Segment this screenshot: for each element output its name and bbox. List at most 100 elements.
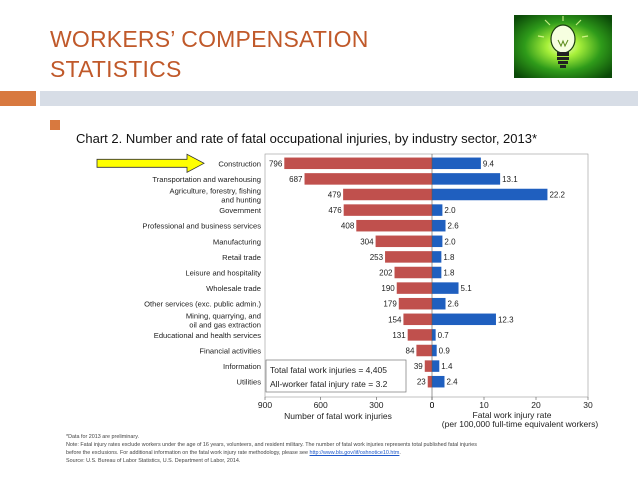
slide-title-line-1: WORKERS’ COMPENSATION [50,26,369,52]
rate-label: 2.0 [444,237,456,246]
count-bar [375,235,432,248]
category-label: Information [223,362,261,371]
rate-bar [432,266,442,279]
category-label: Agriculture, forestry, fishing [170,187,261,196]
rate-label: 1.8 [443,253,455,262]
count-bar [356,219,432,232]
rate-label: 0.7 [438,331,450,340]
footnote-note: Note: Fatal injury rates exclude workers… [66,442,477,448]
category-label: Other services (exc. public admin.) [144,300,261,309]
category-label: Government [219,206,262,215]
category-label-line-2: oil and gas extraction [189,320,261,329]
title-band [40,91,638,106]
left-axis-tick-label: 600 [314,400,328,410]
rate-label: 9.4 [483,159,495,168]
category-label: Professional and business services [142,222,261,231]
count-bar [343,204,432,216]
count-label: 304 [360,237,374,246]
count-label: 479 [328,191,342,200]
count-bar [284,157,432,170]
rate-bar [432,375,445,388]
category-label: Utilities [237,378,262,387]
count-label: 408 [341,222,355,231]
count-label: 476 [328,206,342,215]
highlight-arrow-icon [96,153,205,173]
rate-label: 1.8 [443,269,455,278]
rate-bar [432,188,548,201]
rate-label: 2.0 [444,206,456,215]
right-axis-tick-label: 0 [430,400,435,410]
category-label: Educational and health services [154,331,261,340]
count-bar [396,282,432,294]
methodology-link[interactable]: http://www.bls.gov/iif/oshnotice10.htm [309,450,400,456]
category-label: Leisure and hospitality [185,269,261,278]
footnote-prelim-text: *Data for 2013 are preliminary. [66,434,140,440]
left-axis-tick-label: 0 [430,400,435,410]
rate-bar [432,282,459,294]
count-bar [304,173,432,185]
rate-bar [432,219,446,232]
chart-title: Chart 2. Number and rate of fatal occupa… [76,131,537,146]
count-bar [343,188,432,201]
count-bar [427,375,432,388]
category-label: Transportation and warehousing [152,175,261,184]
rate-bar [432,235,443,248]
summary-total: Total fatal work injuries = 4,405 [270,365,387,375]
accent-rule [0,91,36,106]
footnote-source: Source: U.S. Bureau of Labor Statistics,… [66,458,240,464]
lightbulb-icon [514,15,612,78]
category-label: Financial activities [199,347,261,356]
category-label: Manufacturing [213,237,261,246]
slide-title-line-2: STATISTICS [50,56,182,82]
footnote-note-2-text: before the exclusions. For additional in… [66,450,309,456]
count-label: 154 [388,315,402,324]
rate-bar [432,157,481,170]
left-axis-tick-label: 300 [369,400,383,410]
count-label: 131 [392,331,406,340]
rate-bar [432,360,440,372]
category-label: Mining, quarrying, and [186,311,261,320]
count-label: 39 [414,362,423,371]
category-label-line-2: and hunting [221,196,261,205]
rate-label: 5.1 [461,284,473,293]
rate-label: 2.6 [448,222,460,231]
category-label: Retail trade [222,253,261,262]
count-bar [394,266,432,279]
footnote-note-2: before the exclusions. For additional in… [66,450,401,456]
rate-label: 1.4 [441,362,453,371]
rate-bar [432,329,436,341]
left-axis-label: Number of fatal work injuries [284,411,392,421]
count-bar [424,360,432,372]
rate-label: 12.3 [498,315,514,324]
rate-bar [432,204,443,216]
count-label: 253 [370,253,384,262]
count-label: 84 [406,347,415,356]
footnote-source-text: Source: U.S. Bureau of Labor Statistics,… [66,458,241,464]
rate-label: 22.2 [549,191,565,200]
count-bar [407,329,432,341]
summary-box [265,359,407,393]
right-axis-tick-label: 20 [531,400,541,410]
category-label: Wholesale trade [206,284,261,293]
summary-rate: All-worker fatal injury rate = 3.2 [270,379,388,389]
rate-bar [432,173,501,185]
count-label: 179 [383,300,397,309]
count-label: 190 [381,284,395,293]
plot-frame [264,153,589,398]
rate-bar [432,251,442,263]
rate-label: 0.9 [439,347,451,356]
rate-bar [432,297,446,310]
count-bar [416,344,432,357]
count-label: 23 [417,378,426,387]
count-label: 202 [379,269,393,278]
rate-label: 2.6 [448,300,460,309]
slide-title: WORKERS’ COMPENSATION STATISTICS [50,24,369,84]
rate-bar [432,344,437,357]
count-bar [385,251,432,263]
rate-label: 13.1 [502,175,518,184]
count-label: 796 [269,159,283,168]
right-axis-tick-label: 30 [583,400,593,410]
count-bar [398,297,432,310]
footnote-prelim: *Data for 2013 are preliminary. [66,434,139,440]
